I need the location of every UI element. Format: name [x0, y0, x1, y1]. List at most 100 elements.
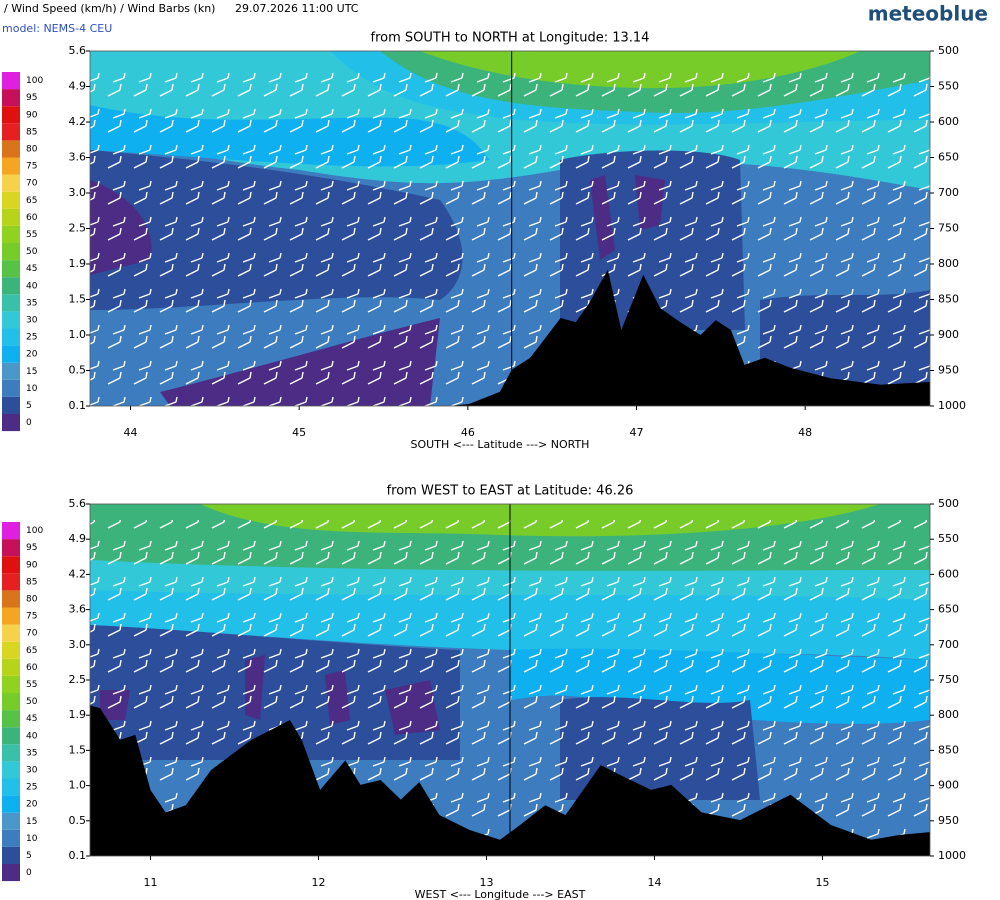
colorbar-label: 90	[26, 110, 38, 120]
y-tick-label: 5.6	[69, 44, 87, 57]
colorbar-swatch	[2, 693, 20, 711]
colorbar-swatch	[2, 379, 20, 397]
y2-tick-label: 800	[938, 257, 959, 270]
y2-tick-label: 900	[938, 779, 959, 792]
colorbar-label: 55	[26, 680, 37, 690]
y2-tick-label: 600	[938, 115, 959, 128]
colorbar-swatch	[2, 522, 20, 540]
y2-tick-label: 500	[938, 44, 959, 57]
colorbar-swatch	[2, 624, 20, 642]
colorbar-label: 80	[26, 144, 38, 154]
y2-tick-label: 700	[938, 186, 959, 199]
y2-tick-label: 550	[938, 80, 959, 93]
colorbar-label: 70	[26, 629, 38, 639]
colorbar-label: 65	[26, 196, 37, 206]
colorbar-label: 20	[26, 350, 38, 360]
colorbar-label: 0	[26, 418, 32, 428]
colorbar-label: 5	[26, 401, 32, 411]
colorbar-label: 25	[26, 783, 37, 793]
y-tick-label: 0.1	[69, 399, 87, 412]
x-axis-label: WEST <--- Longitude ---> EAST	[415, 888, 586, 900]
x-tick-label: 44	[123, 426, 137, 439]
colorbar-label: 70	[26, 179, 38, 189]
brand: meteoblue	[868, 2, 988, 26]
colorbar-swatch	[2, 710, 20, 728]
colorbar-swatch	[2, 573, 20, 591]
y2-tick-label: 600	[938, 567, 959, 580]
colorbar-swatch	[2, 208, 20, 226]
colorbar-label: 75	[26, 612, 37, 622]
colorbar-swatch	[2, 744, 20, 762]
colorbar-swatch	[2, 675, 20, 693]
y2-tick-label: 550	[938, 532, 959, 545]
y-tick-label: 4.9	[69, 80, 87, 93]
colorbar-swatch	[2, 396, 20, 414]
colorbar-label: 80	[26, 594, 38, 604]
y-tick-label: 1.5	[69, 293, 87, 306]
y-tick-label: 4.2	[69, 115, 87, 128]
y2-tick-label: 1000	[938, 849, 966, 862]
colorbar-swatch	[2, 812, 20, 830]
y2-tick-label: 500	[938, 497, 959, 510]
colorbar-swatch	[2, 191, 20, 209]
x-tick-label: 14	[647, 876, 661, 889]
y-tick-label: 4.2	[69, 567, 87, 580]
colorbar-swatch	[2, 641, 20, 659]
colorbar-label: 40	[26, 281, 38, 291]
y-tick-label: 3.6	[69, 151, 87, 164]
colorbar-swatch	[2, 157, 20, 175]
colorbar-swatch	[2, 72, 20, 90]
y-tick-label: 1.0	[69, 328, 87, 341]
y2-tick-label: 850	[938, 293, 959, 306]
x-tick-label: 11	[143, 876, 157, 889]
x-tick-label: 45	[292, 426, 306, 439]
colorbar-swatch	[2, 846, 20, 864]
colorbar-label: 95	[26, 93, 37, 103]
colorbar-label: 65	[26, 646, 37, 656]
y-tick-label: 1.9	[69, 257, 87, 270]
terrain	[90, 269, 930, 406]
y2-tick-label: 950	[938, 814, 959, 827]
y2-tick-label: 700	[938, 638, 959, 651]
y-tick-label: 1.0	[69, 779, 87, 792]
colorbar-swatch	[2, 345, 20, 363]
colorbar-swatch	[2, 123, 20, 141]
colorbar-swatch	[2, 362, 20, 380]
colorbar-swatch	[2, 590, 20, 608]
colorbar-swatch	[2, 311, 20, 329]
colorbar-swatch	[2, 539, 20, 557]
colorbar-swatch	[2, 829, 20, 847]
y-tick-label: 4.9	[69, 532, 87, 545]
colorbar-swatch	[2, 795, 20, 813]
colorbar-swatch	[2, 778, 20, 796]
colorbar-label: 90	[26, 560, 38, 570]
x-tick-label: 13	[479, 876, 493, 889]
colorbar-swatch	[2, 761, 20, 779]
colorbar-label: 85	[26, 127, 37, 137]
header-datetime: 29.07.2026 11:00 UTC	[235, 2, 359, 15]
colorbar-label: 30	[26, 765, 38, 775]
colorbar-swatch	[2, 727, 20, 745]
y-tick-label: 2.5	[69, 222, 87, 235]
y-tick-label: 3.0	[69, 638, 87, 651]
y-tick-label: 3.6	[69, 603, 87, 616]
model-name: model: NEMS-4 CEU	[2, 22, 112, 35]
colorbar-label: 100	[26, 526, 43, 536]
colorbar-swatch	[2, 328, 20, 346]
x-tick-label: 47	[630, 426, 644, 439]
colorbar-label: 20	[26, 800, 38, 810]
colorbar-label: 75	[26, 162, 37, 172]
y-tick-label: 1.5	[69, 743, 87, 756]
colorbar-label: 100	[26, 76, 43, 86]
colorbar-swatch	[2, 89, 20, 107]
colorbar-label: 30	[26, 315, 38, 325]
header-title: / Wind Speed (km/h) / Wind Barbs (kn)	[4, 2, 215, 15]
colorbar-swatch	[2, 106, 20, 124]
colorbar-swatch	[2, 225, 20, 243]
colorbar-swatch	[2, 556, 20, 574]
colorbar-label: 85	[26, 577, 37, 587]
colorbar-label: 45	[26, 264, 37, 274]
x-tick-label: 46	[461, 426, 475, 439]
y2-tick-label: 750	[938, 673, 959, 686]
colorbar-swatch	[2, 607, 20, 625]
